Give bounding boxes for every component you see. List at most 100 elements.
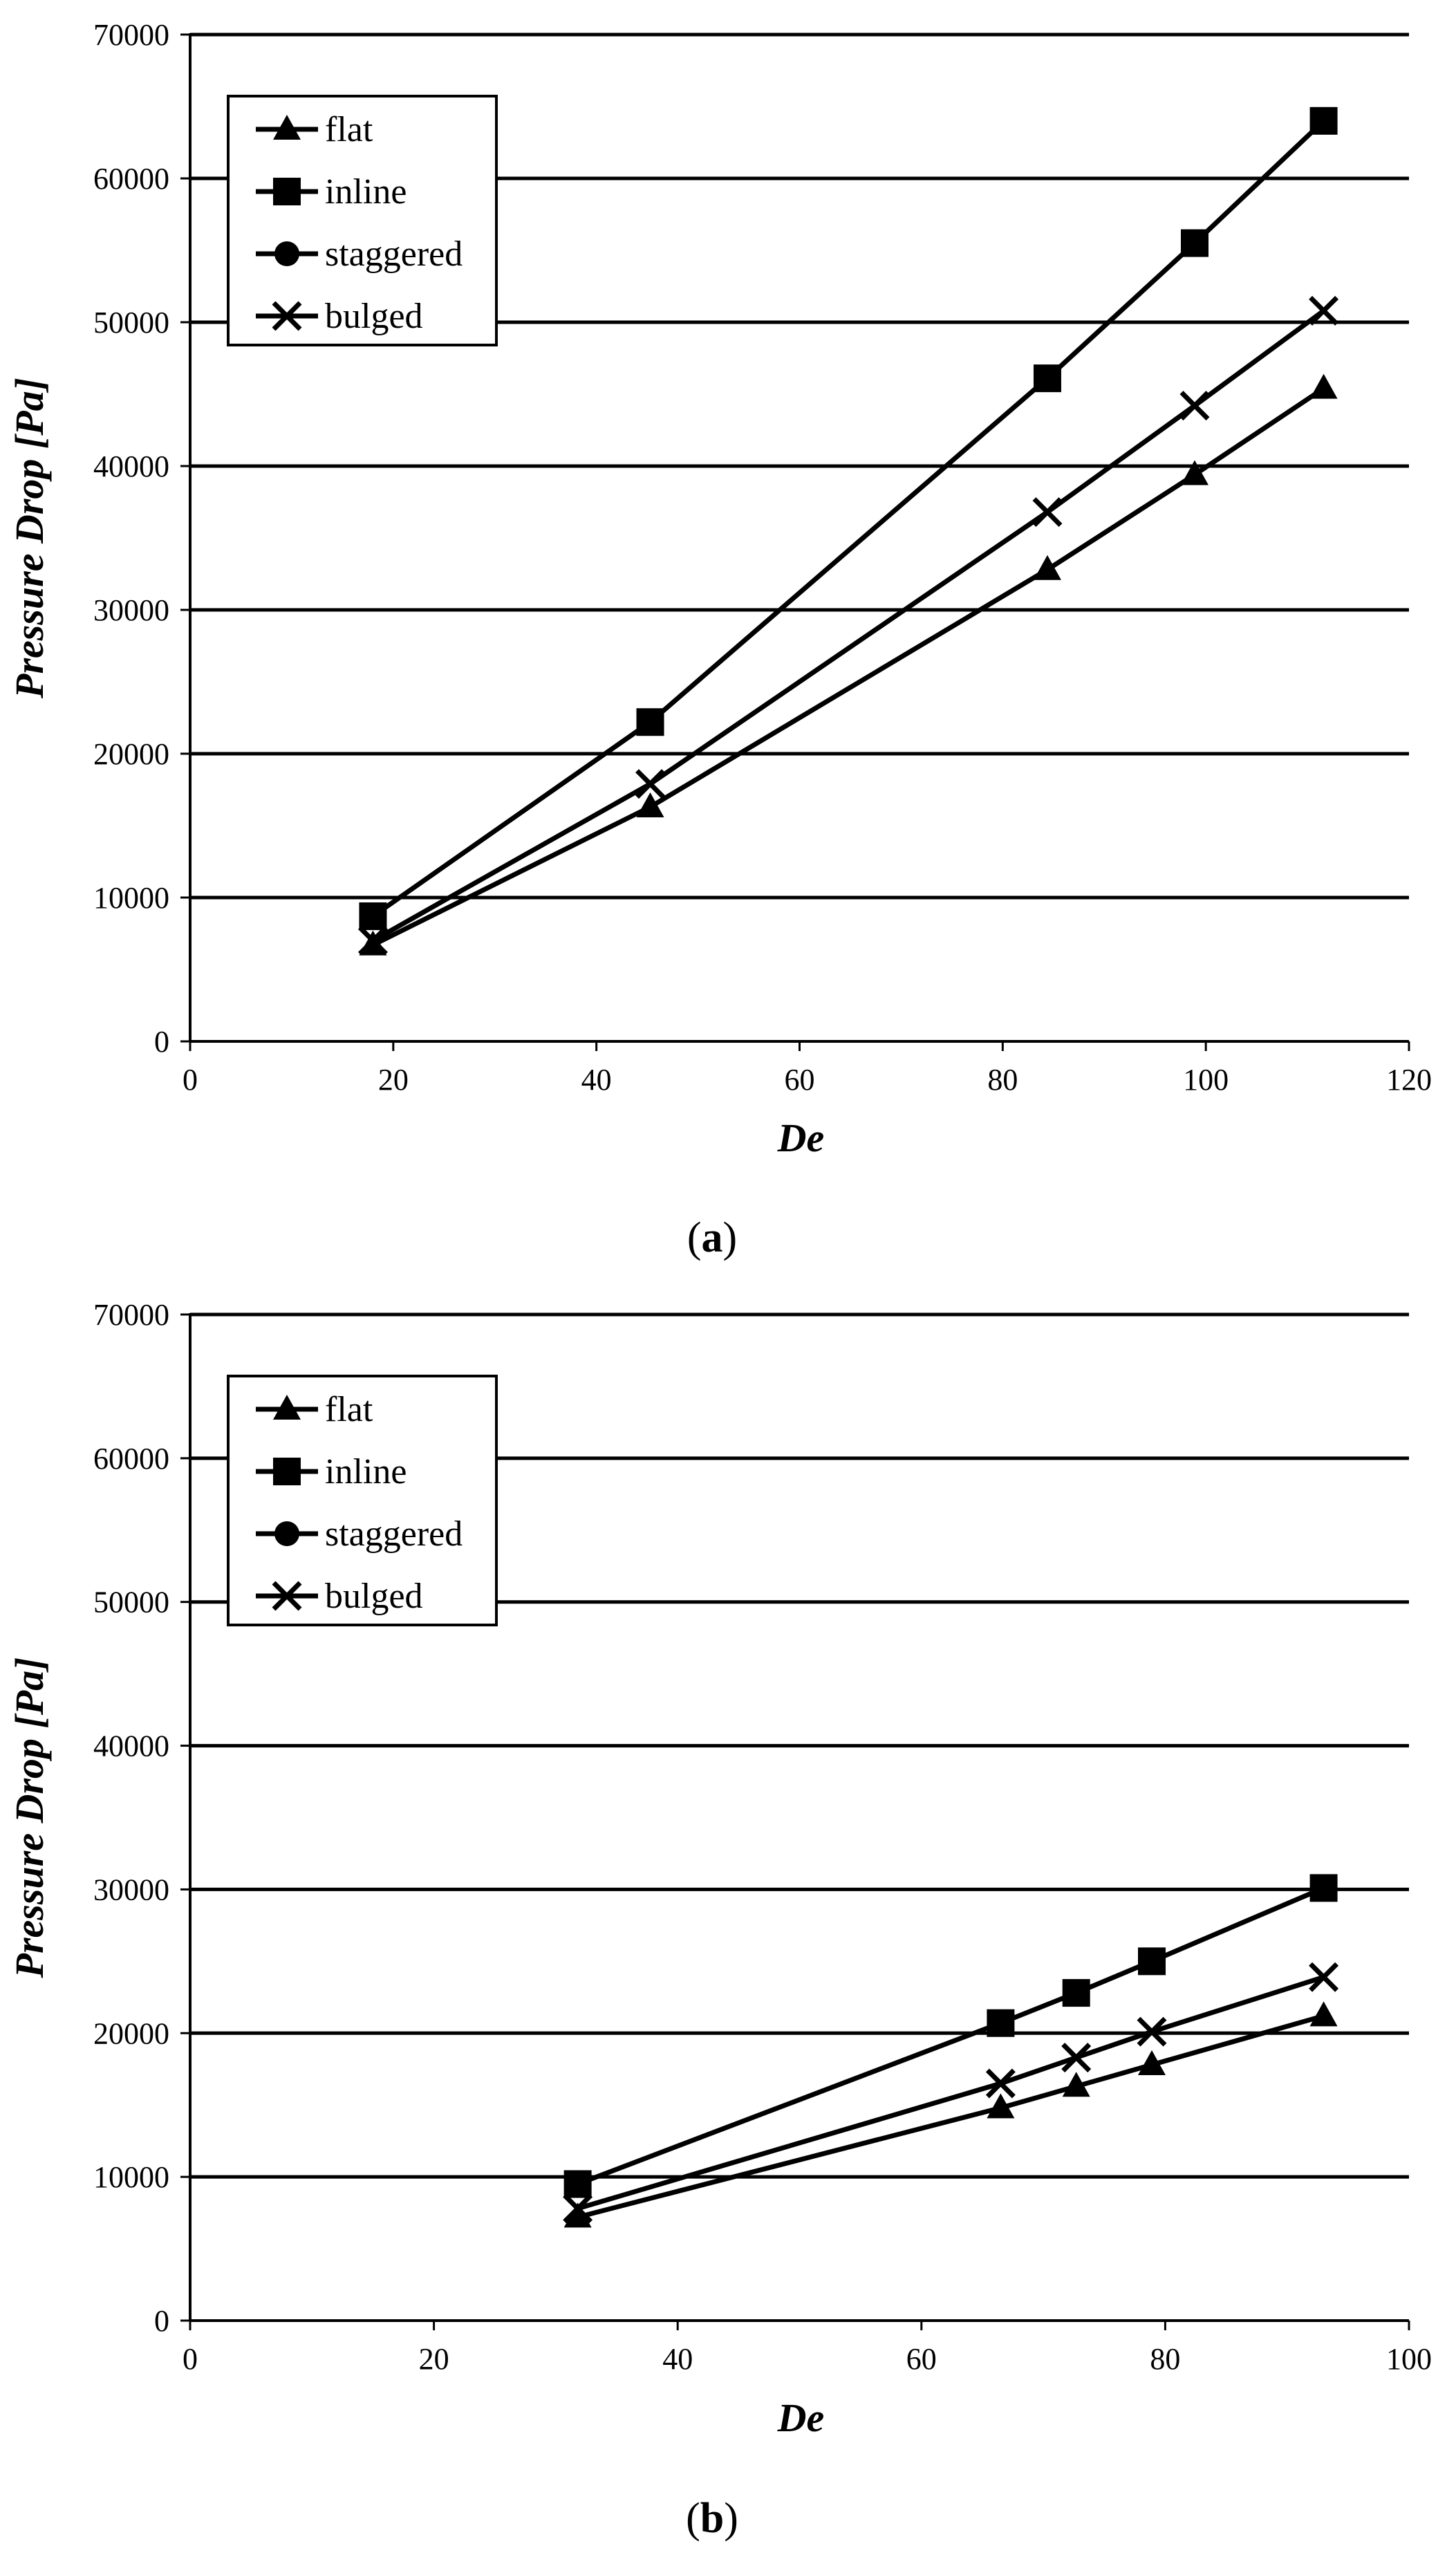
x-axis-title: De	[777, 2395, 825, 2440]
legend-marker	[273, 115, 301, 140]
x-tick-label: 80	[987, 1063, 1018, 1097]
data-point	[1309, 373, 1338, 399]
legend-label: flat	[325, 110, 373, 149]
series-inline	[359, 106, 1338, 931]
y-tick-label: 0	[154, 2304, 169, 2338]
data-point	[636, 792, 664, 817]
x-tick-label: 0	[183, 2342, 198, 2376]
y-tick-label: 50000	[93, 1586, 169, 1619]
x-tick-label: 100	[1386, 2342, 1432, 2376]
y-tick-label: 40000	[93, 1729, 169, 1763]
y-tick-label: 0	[154, 1025, 169, 1059]
legend-item-inline: inline	[256, 1452, 407, 1492]
series-bulged	[357, 295, 1339, 956]
data-point	[635, 769, 666, 799]
data-point	[563, 2193, 593, 2224]
data-point	[987, 2009, 1015, 2037]
legend-label: flat	[325, 1390, 373, 1429]
legend-box	[227, 1375, 498, 1626]
y-tick-label: 20000	[93, 2016, 169, 2050]
data-point	[1032, 497, 1063, 528]
x-tick-label: 40	[581, 1063, 612, 1097]
legend-item-staggered: staggered	[256, 1514, 463, 1554]
legend-marker	[274, 241, 299, 266]
data-point	[563, 2202, 592, 2228]
legend-marker	[272, 1581, 302, 1611]
x-tick-label: 120	[1386, 1063, 1432, 1097]
series-line	[577, 1974, 1325, 2211]
series-line	[371, 308, 1325, 943]
y-tick-label: 30000	[93, 593, 169, 627]
legend-marker	[272, 301, 302, 331]
data-point	[636, 708, 664, 736]
legend-label: bulged	[325, 297, 423, 336]
legend-item-flat: flat	[256, 1390, 373, 1429]
legend-item-bulged: bulged	[256, 1577, 423, 1616]
data-point	[1309, 295, 1339, 326]
legend-box	[227, 95, 498, 346]
panel-label: (b)	[686, 2495, 738, 2542]
legend-label: staggered	[325, 1514, 463, 1554]
x-tick-label: 20	[419, 2342, 449, 2376]
x-tick-label: 0	[183, 1063, 198, 1097]
data-point	[1309, 1962, 1339, 1992]
legend-label: staggered	[325, 234, 463, 274]
legend-marker	[273, 1458, 301, 1485]
legend-item-staggered: staggered	[256, 234, 463, 274]
y-tick-label: 40000	[93, 449, 169, 483]
data-point	[1179, 391, 1210, 421]
x-tick-label: 80	[1150, 2342, 1180, 2376]
data-point	[1033, 555, 1061, 580]
data-point	[1062, 2072, 1090, 2097]
legend-item-inline: inline	[256, 172, 407, 212]
y-tick-label: 70000	[93, 18, 169, 52]
y-axis-title: Pressure Drop [Pa]	[7, 378, 52, 699]
x-tick-label: 60	[785, 1063, 815, 1097]
legend-label: inline	[325, 1452, 407, 1492]
series-flat	[359, 373, 1338, 956]
x-tick-label: 100	[1183, 1063, 1229, 1097]
data-point	[985, 2068, 1016, 2099]
series-line	[577, 2013, 1325, 2220]
series-line	[577, 1886, 1325, 2186]
panel-letter: a	[702, 1214, 723, 1261]
data-point	[1309, 106, 1338, 135]
data-point	[359, 902, 387, 931]
y-tick-label: 70000	[93, 1298, 169, 1332]
legend-item-flat: flat	[256, 110, 373, 149]
data-point	[1033, 364, 1061, 393]
data-point	[1062, 1979, 1090, 2007]
legend-item-bulged: bulged	[256, 297, 423, 336]
data-point	[563, 2170, 592, 2198]
y-tick-label: 50000	[93, 306, 169, 340]
data-point	[1061, 2043, 1092, 2073]
panel-label: (a)	[687, 1214, 737, 1261]
data-point	[987, 2093, 1015, 2119]
x-axis-title: De	[777, 1115, 825, 1160]
series-bulged	[563, 1962, 1339, 2224]
y-tick-label: 30000	[93, 1873, 169, 1906]
y-tick-label: 10000	[93, 881, 169, 915]
data-point	[1309, 2001, 1338, 2027]
y-tick-label: 20000	[93, 737, 169, 771]
x-tick-label: 40	[662, 2342, 693, 2376]
series-flat	[563, 2001, 1338, 2228]
y-tick-label: 10000	[93, 2160, 169, 2194]
series-inline	[563, 1874, 1338, 2198]
chart-panel-b: 0 10000 20000 30000 40000 50000 60000 70000 0 20 4…	[7, 1298, 1432, 2542]
y-axis-title: Pressure Drop [Pa]	[7, 1657, 52, 1979]
data-point	[1138, 1947, 1166, 1976]
data-point	[1309, 1874, 1338, 1902]
x-tick-label: 60	[906, 2342, 937, 2376]
data-point	[1181, 460, 1209, 485]
legend-marker	[273, 1395, 301, 1420]
data-point	[1137, 2016, 1167, 2047]
y-tick-label: 60000	[93, 1442, 169, 1476]
data-point	[1181, 229, 1209, 257]
panel-letter: b	[700, 2495, 724, 2542]
data-point	[357, 925, 388, 956]
legend: flat inline staggered bulged	[227, 1375, 498, 1626]
legend-label: bulged	[325, 1577, 423, 1616]
x-tick-label: 20	[378, 1063, 409, 1097]
